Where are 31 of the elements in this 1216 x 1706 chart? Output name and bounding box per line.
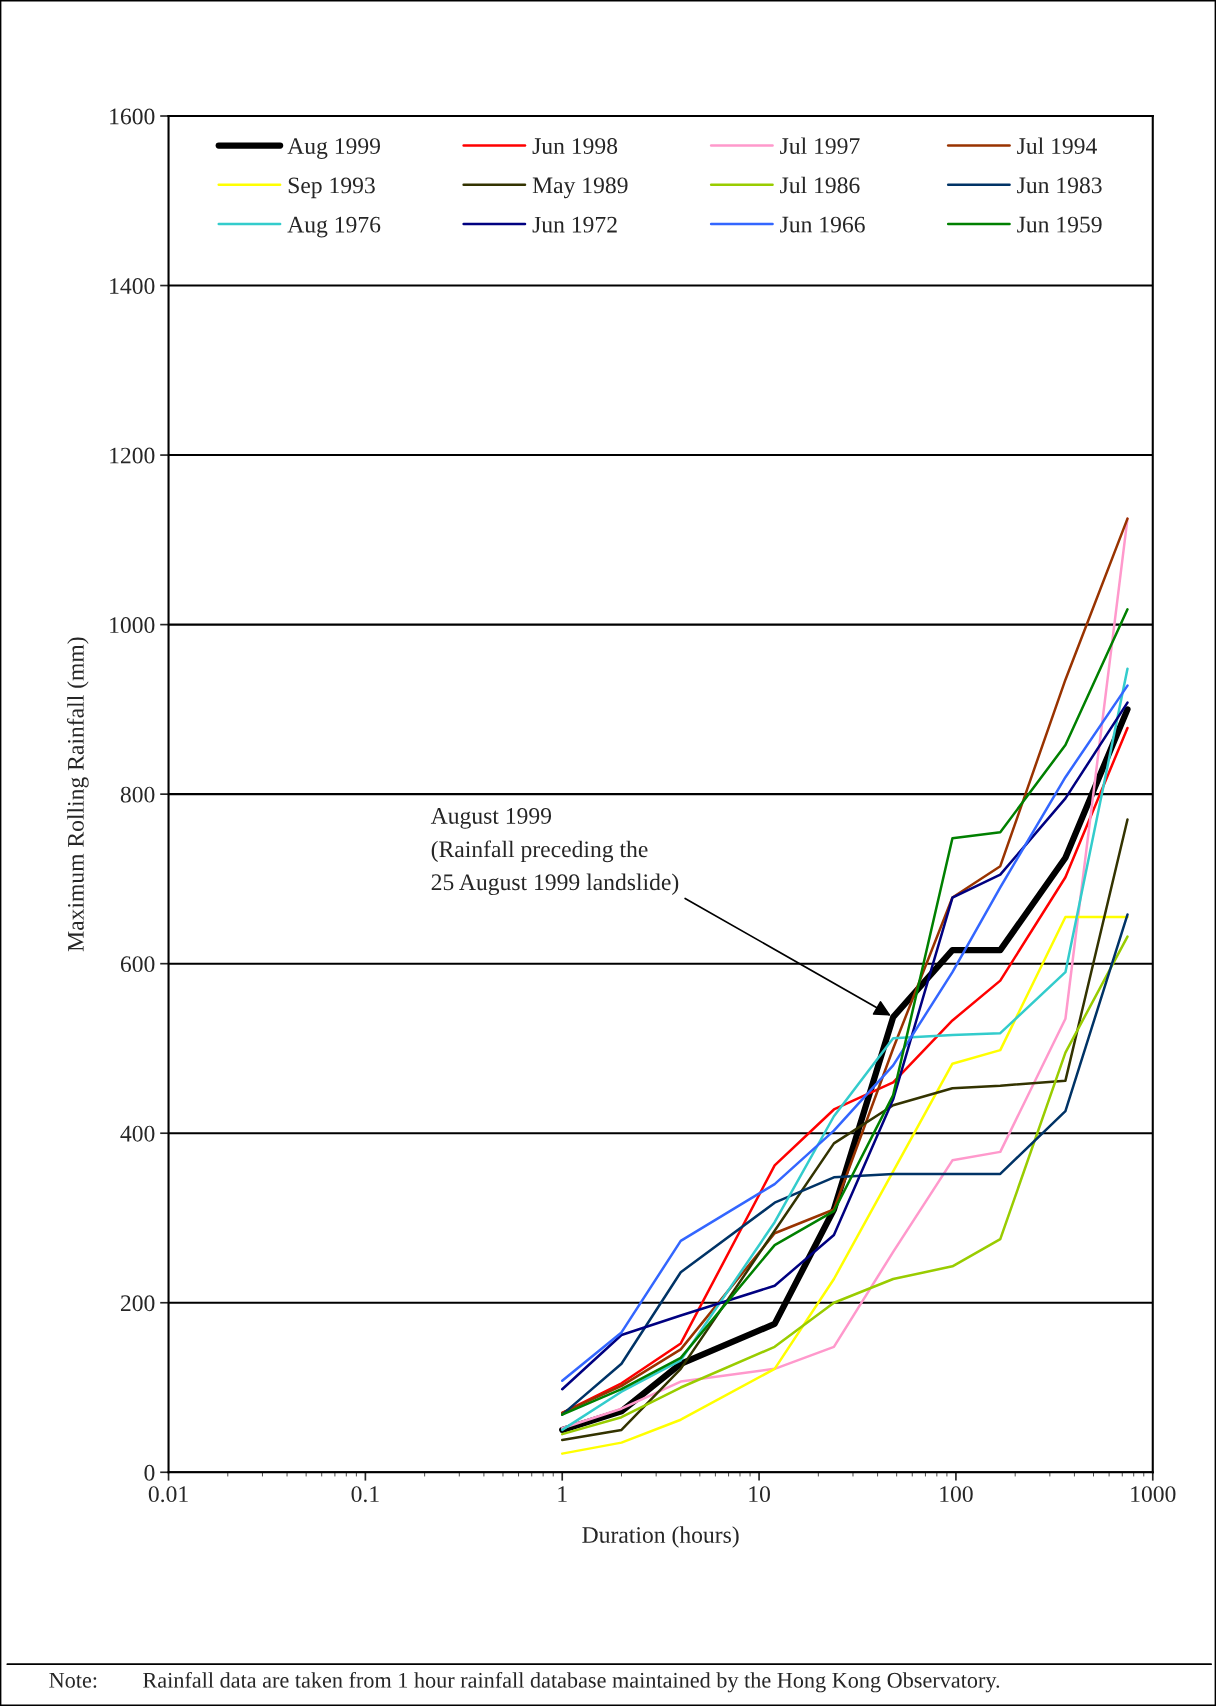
text: Note: Rainfall data are taken from 1 hour rainfall database maintained by the Hong Kong Observatory.	[49, 1671, 1000, 1693]
y-tick-label: 200	[120, 1295, 155, 1312]
legend-label: May 1989	[532, 177, 628, 199]
y-axis-title: Maximum Rolling Rainfall (mm)	[66, 637, 89, 952]
x-tick-label: 1000	[1131, 1486, 1176, 1503]
legend-label: Jul 1994	[1017, 137, 1097, 155]
legend-label: Jun 1959	[1017, 216, 1102, 233]
y-tick-label: 400	[120, 1125, 155, 1142]
y-tick-label: 1200	[110, 447, 155, 464]
legend-label: Sep 1993	[288, 177, 375, 199]
legend-label: Jul 1986	[780, 176, 860, 194]
y-tick-label: 1600	[110, 108, 155, 125]
y-tick-label: 1000	[110, 617, 155, 634]
y-tick-label: 600	[120, 956, 155, 973]
legend-label: Aug 1999	[287, 138, 381, 159]
x-tick-label: 1	[558, 1486, 567, 1502]
legend-label: Jun 1972	[532, 216, 617, 233]
legend-label: Jul 1997	[780, 137, 860, 155]
legend-label: Jun 1983	[1017, 177, 1102, 194]
x-tick-label: 10	[749, 1486, 770, 1503]
legend-label: Jun 1966	[780, 216, 865, 233]
x-axis-title: Duration (hours)	[582, 1526, 739, 1548]
y-tick-label: 1400	[110, 278, 155, 294]
x-tick-label: 100	[940, 1486, 973, 1503]
x-tick-label: 0.01	[148, 1486, 188, 1503]
legend-label: Aug 1976	[287, 216, 381, 238]
y-tick-label: 800	[120, 786, 155, 803]
x-tick-label: 0.1	[351, 1486, 379, 1503]
annotation: August 1999 (Rainfall preceding the 25 August 1999 landslide)	[430, 808, 679, 896]
legend-label: Jun 1998	[532, 138, 618, 155]
y-tick-label: 0	[144, 1464, 155, 1481]
